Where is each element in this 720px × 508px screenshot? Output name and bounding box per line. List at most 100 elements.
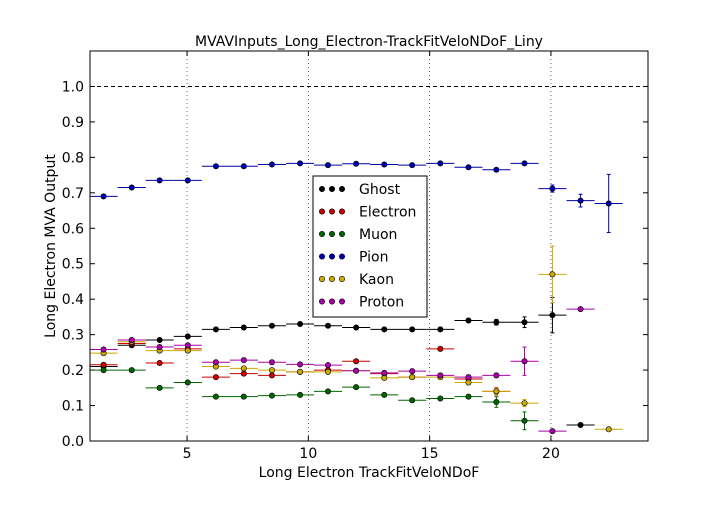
data-point	[465, 164, 472, 171]
data-point	[353, 358, 360, 365]
data-point	[437, 345, 444, 352]
legend-label: Muon	[359, 227, 397, 243]
y-tick-label: 1.0	[62, 79, 84, 95]
legend-marker	[328, 208, 335, 215]
data-point	[156, 359, 163, 366]
data-point	[577, 197, 584, 204]
legend-marker	[318, 208, 325, 215]
data-point	[268, 359, 275, 366]
data-point	[212, 393, 219, 400]
data-point	[128, 367, 135, 374]
data-point	[493, 166, 500, 173]
legend-label: Electron	[359, 205, 416, 221]
data-point	[240, 370, 247, 377]
data-point	[212, 326, 219, 333]
legend-marker	[338, 208, 345, 215]
data-point	[437, 372, 444, 379]
data-point	[381, 391, 388, 398]
data-point	[605, 426, 612, 433]
series-proton	[89, 306, 595, 435]
data-point	[493, 319, 500, 326]
data-point	[409, 162, 416, 169]
legend-item: Muon	[318, 227, 397, 243]
data-point	[212, 374, 219, 381]
data-point	[268, 392, 275, 399]
y-tick-label: 0.9	[62, 115, 84, 131]
legend-marker	[328, 231, 335, 238]
legend-marker	[328, 186, 335, 193]
data-point	[549, 185, 556, 192]
data-point	[549, 312, 556, 319]
legend-item: Pion	[318, 250, 388, 266]
x-axis-title: Long Electron TrackFitVeloNDoF	[259, 465, 480, 481]
data-point	[381, 326, 388, 333]
legend-marker	[328, 298, 335, 305]
data-point	[156, 177, 163, 184]
legend-marker	[318, 298, 325, 305]
data-point	[297, 160, 304, 167]
legend-item: Ghost	[318, 182, 401, 198]
data-point	[268, 161, 275, 168]
data-point	[493, 388, 500, 395]
data-point	[353, 160, 360, 167]
series-ghost	[89, 296, 595, 429]
data-point	[324, 162, 331, 169]
grid-layer	[186, 51, 552, 441]
ticks-layer: 5 10 15 20 0.0 0.1 0.2 0.3 0.4 0.5 0.6 0.7 0.8 0.9 1.0	[62, 51, 648, 462]
data-point	[437, 395, 444, 402]
legend-marker	[318, 275, 325, 282]
y-tick-label: 0.1	[62, 399, 84, 415]
data-point	[297, 361, 304, 368]
legend-item: Proton	[318, 295, 404, 311]
series-muon	[89, 367, 539, 431]
legend-item: Kaon	[318, 272, 394, 288]
data-point	[184, 347, 191, 354]
y-tick-label: 0.5	[62, 257, 84, 273]
series-pion	[89, 160, 623, 234]
legend-item: Electron	[318, 205, 416, 221]
data-point	[521, 319, 528, 326]
data-point	[268, 372, 275, 379]
data-point	[297, 320, 304, 327]
chart-title: MVAVInputs_Long_Electron-TrackFitVeloNDo…	[195, 34, 543, 50]
y-tick-label: 0.6	[62, 221, 84, 237]
data-point	[437, 160, 444, 167]
y-tick-label: 0.7	[62, 186, 84, 202]
data-point	[240, 365, 247, 372]
data-point	[324, 322, 331, 329]
data-point	[100, 361, 107, 368]
y-tick-label: 0.0	[62, 434, 84, 450]
legend-marker	[338, 275, 345, 282]
data-point	[184, 379, 191, 386]
data-point	[240, 324, 247, 331]
data-point	[156, 384, 163, 391]
data-point	[577, 306, 584, 313]
legend-label: Kaon	[359, 272, 394, 288]
data-point	[353, 384, 360, 391]
data-point	[240, 393, 247, 400]
legend-label: Pion	[359, 250, 388, 266]
data-point	[409, 326, 416, 333]
legend-marker	[328, 275, 335, 282]
data-point	[156, 336, 163, 343]
data-point	[521, 400, 528, 407]
data-point	[409, 397, 416, 404]
data-point	[268, 322, 275, 329]
legend-marker	[338, 298, 345, 305]
data-point	[465, 393, 472, 400]
data-point	[128, 336, 135, 343]
legend-marker	[338, 231, 345, 238]
data-point	[353, 367, 360, 374]
data-point	[268, 367, 275, 374]
data-point	[521, 160, 528, 167]
data-point	[381, 369, 388, 376]
data-point	[381, 374, 388, 381]
data-point	[549, 271, 556, 278]
data-point	[605, 200, 612, 207]
legend-marker	[338, 186, 345, 193]
y-tick-label: 0.4	[62, 292, 84, 308]
data-point	[100, 193, 107, 200]
x-tick-label: 10	[299, 446, 317, 462]
series-kaon	[89, 245, 623, 433]
data-point	[184, 177, 191, 184]
